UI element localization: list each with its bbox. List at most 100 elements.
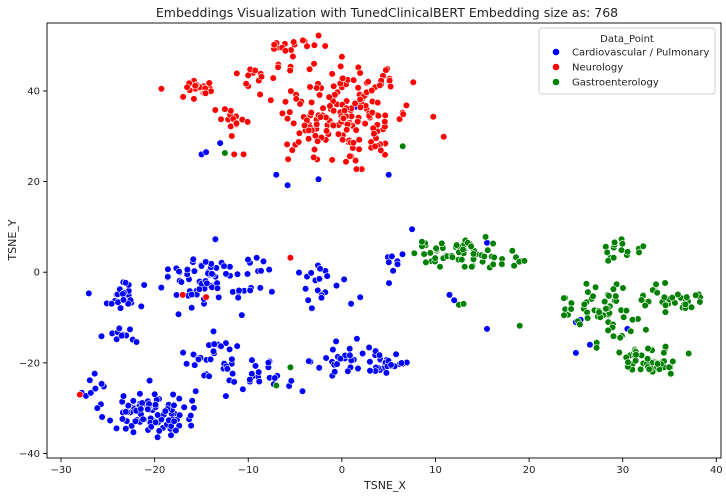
data-point (97, 380, 106, 388)
data-point (591, 283, 600, 291)
data-point (169, 390, 177, 399)
data-point (580, 300, 588, 309)
data-point (336, 355, 345, 363)
data-point (610, 238, 619, 246)
legend-label: Cardiovascular / Pulmonary (572, 48, 710, 59)
data-point (144, 405, 152, 413)
data-point (520, 257, 529, 265)
data-point (592, 344, 601, 352)
data-point (155, 427, 163, 435)
data-point (154, 411, 162, 419)
data-point (332, 337, 340, 346)
data-point (329, 346, 337, 354)
data-point (387, 361, 395, 369)
data-point (385, 171, 393, 179)
data-point (516, 322, 524, 330)
y-tick-label: 20 (27, 177, 40, 188)
data-point (584, 288, 592, 296)
data-point (352, 156, 360, 165)
data-point (217, 115, 225, 123)
data-point (642, 326, 650, 334)
data-point (244, 71, 252, 79)
data-point (286, 66, 294, 75)
data-point (398, 250, 407, 258)
x-tick-label: −30 (50, 465, 71, 476)
data-point (344, 367, 352, 375)
data-point (244, 118, 252, 126)
data-point (121, 279, 130, 287)
data-point (115, 324, 123, 333)
data-point (194, 355, 203, 364)
data-point (284, 155, 292, 163)
data-point (213, 284, 222, 292)
data-point (154, 433, 162, 441)
data-point (314, 137, 322, 145)
data-point (354, 117, 362, 126)
data-point (330, 107, 338, 115)
x-tick-label: 0 (339, 465, 345, 476)
data-point (448, 253, 457, 261)
data-point (356, 103, 365, 111)
data-point (192, 387, 200, 395)
data-point (601, 298, 609, 306)
data-point (409, 78, 417, 86)
data-point (371, 142, 379, 150)
data-point (489, 239, 497, 248)
data-point (582, 280, 591, 288)
data-point (210, 340, 218, 348)
data-point (326, 102, 334, 110)
data-point (365, 343, 373, 352)
data-point (140, 281, 148, 289)
data-point (129, 397, 137, 405)
data-point (288, 146, 296, 154)
x-axis: −30 −20 −10 0 10 20 30 40 (50, 458, 723, 476)
data-point (202, 293, 210, 301)
data-point (609, 285, 618, 293)
data-point (233, 69, 241, 77)
data-point (321, 42, 329, 50)
data-point (157, 284, 165, 292)
data-point (610, 254, 618, 262)
data-point (453, 241, 461, 249)
data-point (381, 151, 389, 159)
data-point (385, 279, 393, 287)
data-point (622, 307, 631, 315)
data-point (308, 98, 316, 106)
y-tick-label: 0 (34, 268, 40, 279)
data-point (330, 82, 338, 90)
data-point (623, 248, 632, 256)
data-point (480, 252, 488, 261)
data-point (211, 235, 219, 243)
data-point (418, 238, 426, 246)
data-point (687, 303, 696, 311)
data-point (653, 360, 662, 368)
legend-title: Data_Point (600, 34, 654, 45)
data-point (286, 254, 295, 262)
data-point (325, 93, 333, 101)
data-point (307, 269, 315, 277)
data-point (226, 345, 234, 354)
data-point (298, 387, 307, 395)
data-point (215, 293, 223, 302)
data-point (306, 65, 314, 73)
data-point (438, 239, 446, 247)
data-point (172, 426, 180, 435)
data-point (300, 121, 309, 130)
data-point (468, 263, 476, 271)
x-tick-label: 40 (710, 465, 723, 476)
data-point (91, 385, 99, 393)
data-point (287, 377, 295, 385)
data-point (408, 225, 416, 233)
data-point (356, 69, 364, 77)
legend-marker (552, 78, 560, 86)
series-neurology (76, 31, 448, 399)
y-tick-label: 40 (27, 86, 40, 97)
data-point (361, 119, 369, 128)
data-point (295, 129, 304, 137)
data-point (222, 270, 230, 278)
data-point (233, 342, 241, 350)
data-point (368, 86, 376, 95)
data-point (350, 76, 358, 84)
data-point (305, 357, 313, 365)
data-point (353, 335, 361, 343)
